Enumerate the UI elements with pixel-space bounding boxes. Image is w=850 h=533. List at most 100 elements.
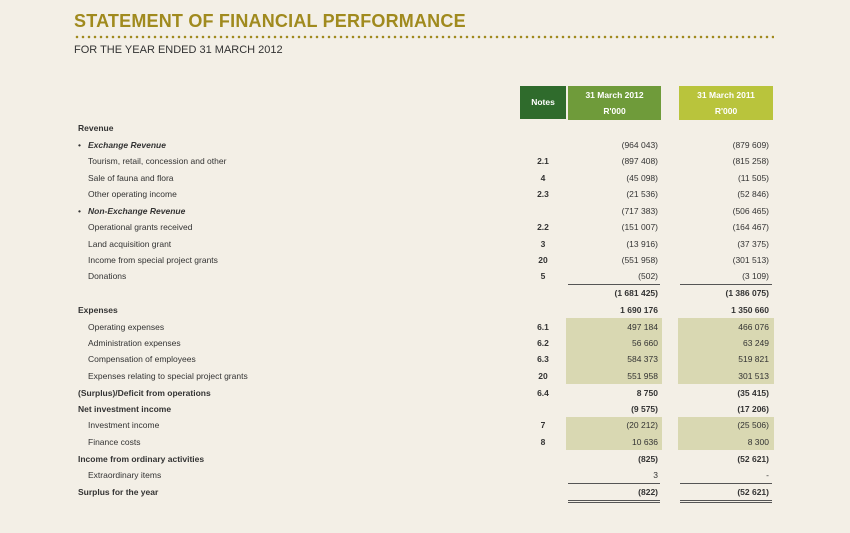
value-2011: (11 505) [737,173,769,183]
row-label: Finance costs [88,437,141,447]
page-subtitle: FOR THE YEAR ENDED 31 MARCH 2012 [74,44,283,56]
table-row: Donations 5 (502) (3 109) [78,269,778,283]
value-2012: 584 373 [627,354,658,364]
year-2012-header-date: 31 March 2012 [585,90,644,100]
row-label: Donations [88,271,127,281]
value-2012: (151 007) [621,222,658,232]
year-2012-column-header: 31 March 2012 R'000 [568,86,661,120]
row-note: 20 [538,255,548,265]
row-label: (Surplus)/Deficit from operations [78,388,211,398]
table-row: • Non-Exchange Revenue (717 383) (506 46… [78,204,778,218]
row-note: 2.3 [537,189,549,199]
table-row: Other operating income 2.3 (21 536) (52 … [78,187,778,201]
value-2011: - [766,470,769,480]
value-2012: (822) [638,487,658,497]
year-2011-column-header: 31 March 2011 R'000 [679,86,773,120]
value-2012: 8 750 [636,388,658,398]
table-row: Revenue [78,121,778,135]
year-2011-header-unit: R'000 [714,106,738,116]
row-label: Administration expenses [88,338,181,348]
value-2011: (1 386 075) [725,288,769,298]
value-2012: (1 681 425) [614,288,658,298]
value-2011: 8 300 [747,437,769,447]
value-2011: (35 415) [737,388,769,398]
row-note: 20 [538,371,548,381]
double-rule-2011-a [680,500,772,501]
table-row: (Surplus)/Deficit from operations 6.4 8 … [78,386,778,400]
value-2012: 551 958 [627,371,658,381]
double-rule-2012-b [568,502,660,503]
value-2012: (20 212) [626,420,658,430]
value-2011: (25 506) [737,420,769,430]
value-2011: (52 621) [737,454,769,464]
subtotal-rule-2012 [568,284,660,285]
page-title: STATEMENT OF FINANCIAL PERFORMANCE [74,11,466,31]
value-2011: 519 821 [738,354,769,364]
row-label: Tourism, retail, concession and other [88,156,227,166]
row-label: Land acquisition grant [88,239,172,249]
row-label: Surplus for the year [78,487,159,497]
value-2012: 1 690 176 [620,305,658,315]
value-2011: (3 109) [742,271,769,281]
value-2012: 3 [653,470,658,480]
notes-column-header: Notes [520,86,566,119]
value-2011: 301 513 [738,371,769,381]
value-2012: (45 098) [626,173,658,183]
table-row: (1 681 425) (1 386 075) [78,286,778,300]
value-2011: (37 375) [737,239,769,249]
table-row: Expenses relating to special project gra… [78,369,778,383]
value-2012: (897 408) [621,156,658,166]
row-label: Revenue [78,123,114,133]
table-row: Operational grants received 2.2 (151 007… [78,220,778,234]
notes-header-label: Notes [531,97,555,107]
double-rule-2012-a [568,500,660,501]
table-row: Finance costs 8 10 636 8 300 [78,435,778,449]
value-2011: (52 846) [737,189,769,199]
value-2011: (815 258) [732,156,769,166]
value-2012: (825) [638,454,658,464]
row-note: 6.1 [537,322,549,332]
row-note: 4 [540,173,546,183]
row-label: Operating expenses [88,322,165,332]
row-label: Other operating income [88,189,177,199]
value-2011: (17 206) [737,404,769,414]
total-rule-2011 [680,483,772,484]
investment-2011-shade [678,417,774,450]
table-row: Income from ordinary activities (825) (5… [78,452,778,466]
table-row: Sale of fauna and flora 4 (45 098) (11 5… [78,171,778,185]
table-row: Investment income 7 (20 212) (25 506) [78,418,778,432]
value-2011: 1 350 660 [731,305,769,315]
expenses-2011-shade [678,318,774,384]
row-note: 6.2 [537,338,549,348]
value-2012: 56 660 [632,338,658,348]
row-label: Non-Exchange Revenue [88,206,186,216]
value-2012: 10 636 [632,437,658,447]
table-row: Operating expenses 6.1 497 184 466 076 [78,320,778,334]
row-note: 2.1 [537,156,549,166]
table-row: Income from special project grants 20 (5… [78,253,778,267]
row-note: 8 [540,437,546,447]
table-row: Net investment income (9 575) (17 206) [78,402,778,416]
year-2011-header-date: 31 March 2011 [697,90,755,100]
value-2011: (301 513) [732,255,769,265]
investment-2012-shade [566,417,662,450]
row-label: Income from special project grants [88,255,218,265]
value-2011: 466 076 [738,322,769,332]
table-row: Compensation of employees 6.3 584 373 51… [78,352,778,366]
subtotal-rule-2011 [680,284,772,285]
value-2012: (502) [638,271,658,281]
dotted-divider [74,34,774,40]
row-note: 2.2 [537,222,549,232]
table-row: Land acquisition grant 3 (13 916) (37 37… [78,237,778,251]
table-row: • Exchange Revenue (964 043) (879 609) [78,138,778,152]
row-note: 5 [540,271,546,281]
table-row: Extraordinary items 3 - [78,468,778,482]
row-note: 3 [540,239,546,249]
value-2012: (13 916) [626,239,658,249]
total-rule-2012 [568,483,660,484]
double-rule-2011-b [680,502,772,503]
row-label: Exchange Revenue [88,140,166,150]
row-label: Investment income [88,420,160,430]
expenses-2012-shade [566,318,662,384]
row-note: 6.3 [537,354,549,364]
